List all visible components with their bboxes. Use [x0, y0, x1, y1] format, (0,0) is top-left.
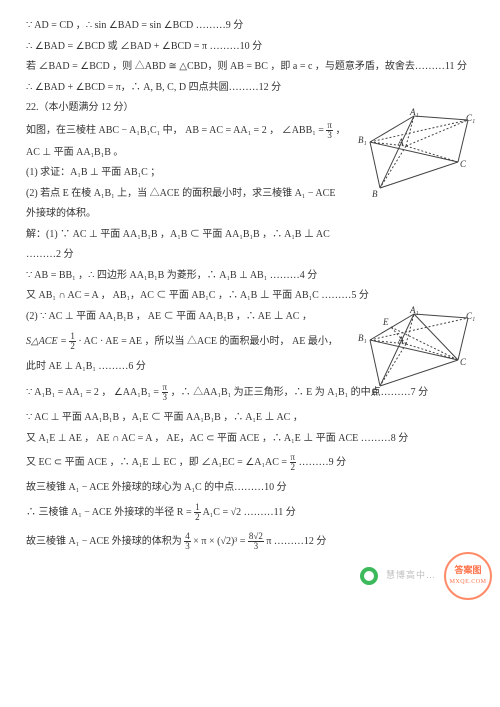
watermark-text: 慧博高中…	[386, 569, 436, 583]
t: 又 AB₁ ∩ AC = A ， AB₁，AC ⊂ 平面 AB₁C ，∴ A₁B…	[26, 290, 369, 301]
figure-prism-2: A₁ C₁ B₁ E A C B	[358, 310, 478, 400]
text-line: 又 EC ⊂ 平面 ACE ，∴ A₁E ⊥ EC ，即 ∠A₁EC = ∠A₁…	[26, 453, 478, 472]
t: ∵ AB = BB₁ ，∴ 四边形 AA₁B₁B 为菱形，∴ A₁B ⊥ AB₁…	[26, 270, 317, 281]
t: 又 A₁E ⊥ AE ， AE ∩ AC = A ， AE，AC ⊂ 平面 AC…	[26, 433, 408, 444]
frac-43: 43	[184, 532, 191, 551]
t: ∵ AD = CD ，∴ sin ∠BAD = sin ∠BCD ………9 分	[26, 20, 243, 31]
text-line: ∵ AD = CD ，∴ sin ∠BAD = sin ∠BCD ………9 分	[26, 18, 478, 34]
t: 外接球的体积。	[26, 208, 96, 219]
text-line: 又 AB₁ ∩ AC = A ， AB₁，AC ⊂ 平面 AB₁C ，∴ A₁B…	[26, 288, 478, 304]
t: ∵ A₁B₁ = AA₁ = 2 ， ∠AA₁B₁ =	[26, 386, 162, 397]
t: · AC · AE = AE ，所以当 △ACE 的面积最小时， AE 最小，	[78, 336, 338, 347]
text-line: 若 ∠BAD = ∠BCD ，则 △ABD ≅ △CBD，则 AB = BC ，…	[26, 59, 478, 75]
lbl: C₁	[466, 112, 475, 126]
frac-8r23: 8√23	[248, 532, 264, 551]
t: 22.（本小题满分 12 分）	[26, 102, 134, 113]
t: ，	[335, 124, 345, 135]
text-line: 故三棱锥 A₁ − ACE 外接球的球心为 A₁C 的中点………10 分	[26, 480, 478, 496]
lbl: A₁	[410, 304, 419, 318]
lbl: A	[398, 334, 404, 348]
lbl: B	[372, 188, 378, 202]
lbl: C	[460, 356, 466, 370]
t: π ………12 分	[266, 536, 326, 547]
t: × π × (√2)³ =	[193, 536, 248, 547]
t: ………2 分	[26, 249, 74, 260]
t: ∵ AC ⊥ 平面 AA₁B₁B ，A₁E ⊂ 平面 AA₁B₁B ，∴ A₁E…	[26, 412, 303, 423]
text-line: ∵ AB = BB₁ ，∴ 四边形 AA₁B₁B 为菱形，∴ A₁B ⊥ AB₁…	[26, 268, 478, 284]
text-line: 外接球的体积。	[26, 206, 478, 222]
text-line: ∴ ∠BAD = ∠BCD 或 ∠BAD + ∠BCD = π ………10 分	[26, 39, 478, 55]
t: (2) ∵ AC ⊥ 平面 AA₁B₁B ， AE ⊂ 平面 AA₁B₁B ，∴…	[26, 311, 312, 322]
t: 若 ∠BAD = ∠BCD ，则 △ABD ≅ △CBD，则 AB = BC ，…	[26, 61, 467, 72]
lbl: C	[460, 158, 466, 172]
t: A₁C = √2 ………11 分	[203, 507, 296, 518]
wechat-icon	[360, 567, 378, 585]
t: ∴ ∠BAD = ∠BCD 或 ∠BAD + ∠BCD = π ………10 分	[26, 41, 262, 52]
t: S△ACE =	[26, 336, 69, 347]
text-line: 故三棱锥 A₁ − ACE 外接球的体积为 43 × π × (√2)³ = 8…	[26, 532, 478, 551]
t: 故三棱锥 A₁ − ACE 外接球的体积为	[26, 536, 184, 547]
t: 又 EC ⊂ 平面 ACE ，∴ A₁E ⊥ EC ，即 ∠A₁EC = ∠A₁…	[26, 456, 290, 467]
t: ∴ 三棱锥 A₁ − ACE 外接球的半径 R =	[26, 507, 194, 518]
t: 解：(1) ∵ AC ⊥ 平面 AA₁B₁B ，A₁B ⊂ 平面 AA₁B₁B …	[26, 229, 330, 240]
answer-stamp-icon: 答案图 MXQE.COM	[444, 552, 492, 600]
lbl: B₁	[358, 332, 367, 346]
frac-pi3b: π3	[162, 383, 169, 402]
text-line: ∴ ∠BAD + ∠BCD = π，∴ A, B, C, D 四点共圆………12…	[26, 80, 478, 96]
frac-half: 12	[69, 332, 76, 351]
lbl: B	[372, 386, 378, 400]
text-line: 又 A₁E ⊥ AE ， AE ∩ AC = A ， AE，AC ⊂ 平面 AC…	[26, 431, 478, 447]
text-line: 解：(1) ∵ AC ⊥ 平面 AA₁B₁B ，A₁B ⊂ 平面 AA₁B₁B …	[26, 227, 478, 243]
t: ∴ ∠BAD + ∠BCD = π，∴ A, B, C, D 四点共圆………12…	[26, 82, 281, 93]
t: (1) 求证：A₁B ⊥ 平面 AB₁C ；	[26, 167, 160, 178]
frac-half2: 12	[194, 503, 201, 522]
t: 如图，在三棱柱 ABC − A₁B₁C₁ 中， AB = AC = AA₁ = …	[26, 124, 326, 135]
lbl: E	[383, 316, 389, 330]
t: (2) 若点 E 在棱 A₁B₁ 上，当 △ACE 的面积最小时，求三棱锥 A₁…	[26, 188, 335, 199]
text-line: ∴ 三棱锥 A₁ − ACE 外接球的半径 R = 12 A₁C = √2 ………	[26, 503, 478, 522]
lbl: A	[398, 136, 404, 150]
text-line: ∵ AC ⊥ 平面 AA₁B₁B ，A₁E ⊂ 平面 AA₁B₁B ，∴ A₁E…	[26, 410, 478, 426]
text-line: ………2 分	[26, 247, 478, 263]
frac-pi2: π2	[290, 453, 297, 472]
lbl: A₁	[410, 106, 419, 120]
stamp-en: MXQE.COM	[450, 578, 487, 587]
t: ………9 分	[299, 456, 347, 467]
t: 故三棱锥 A₁ − ACE 外接球的球心为 A₁C 的中点………10 分	[26, 482, 287, 493]
t: 此时 AE ⊥ A₁B₁ ………6 分	[26, 361, 146, 372]
frac-pi3: π3	[326, 121, 333, 140]
figure-prism-1: A₁ C₁ B₁ A C B	[358, 112, 478, 202]
t: AC ⊥ 平面 AA₁B₁B 。	[26, 147, 123, 158]
watermark-footer: 慧博高中… 答案图 MXQE.COM	[360, 552, 492, 600]
stamp-cn: 答案图	[454, 564, 481, 578]
lbl: C₁	[466, 310, 475, 324]
lbl: B₁	[358, 134, 367, 148]
